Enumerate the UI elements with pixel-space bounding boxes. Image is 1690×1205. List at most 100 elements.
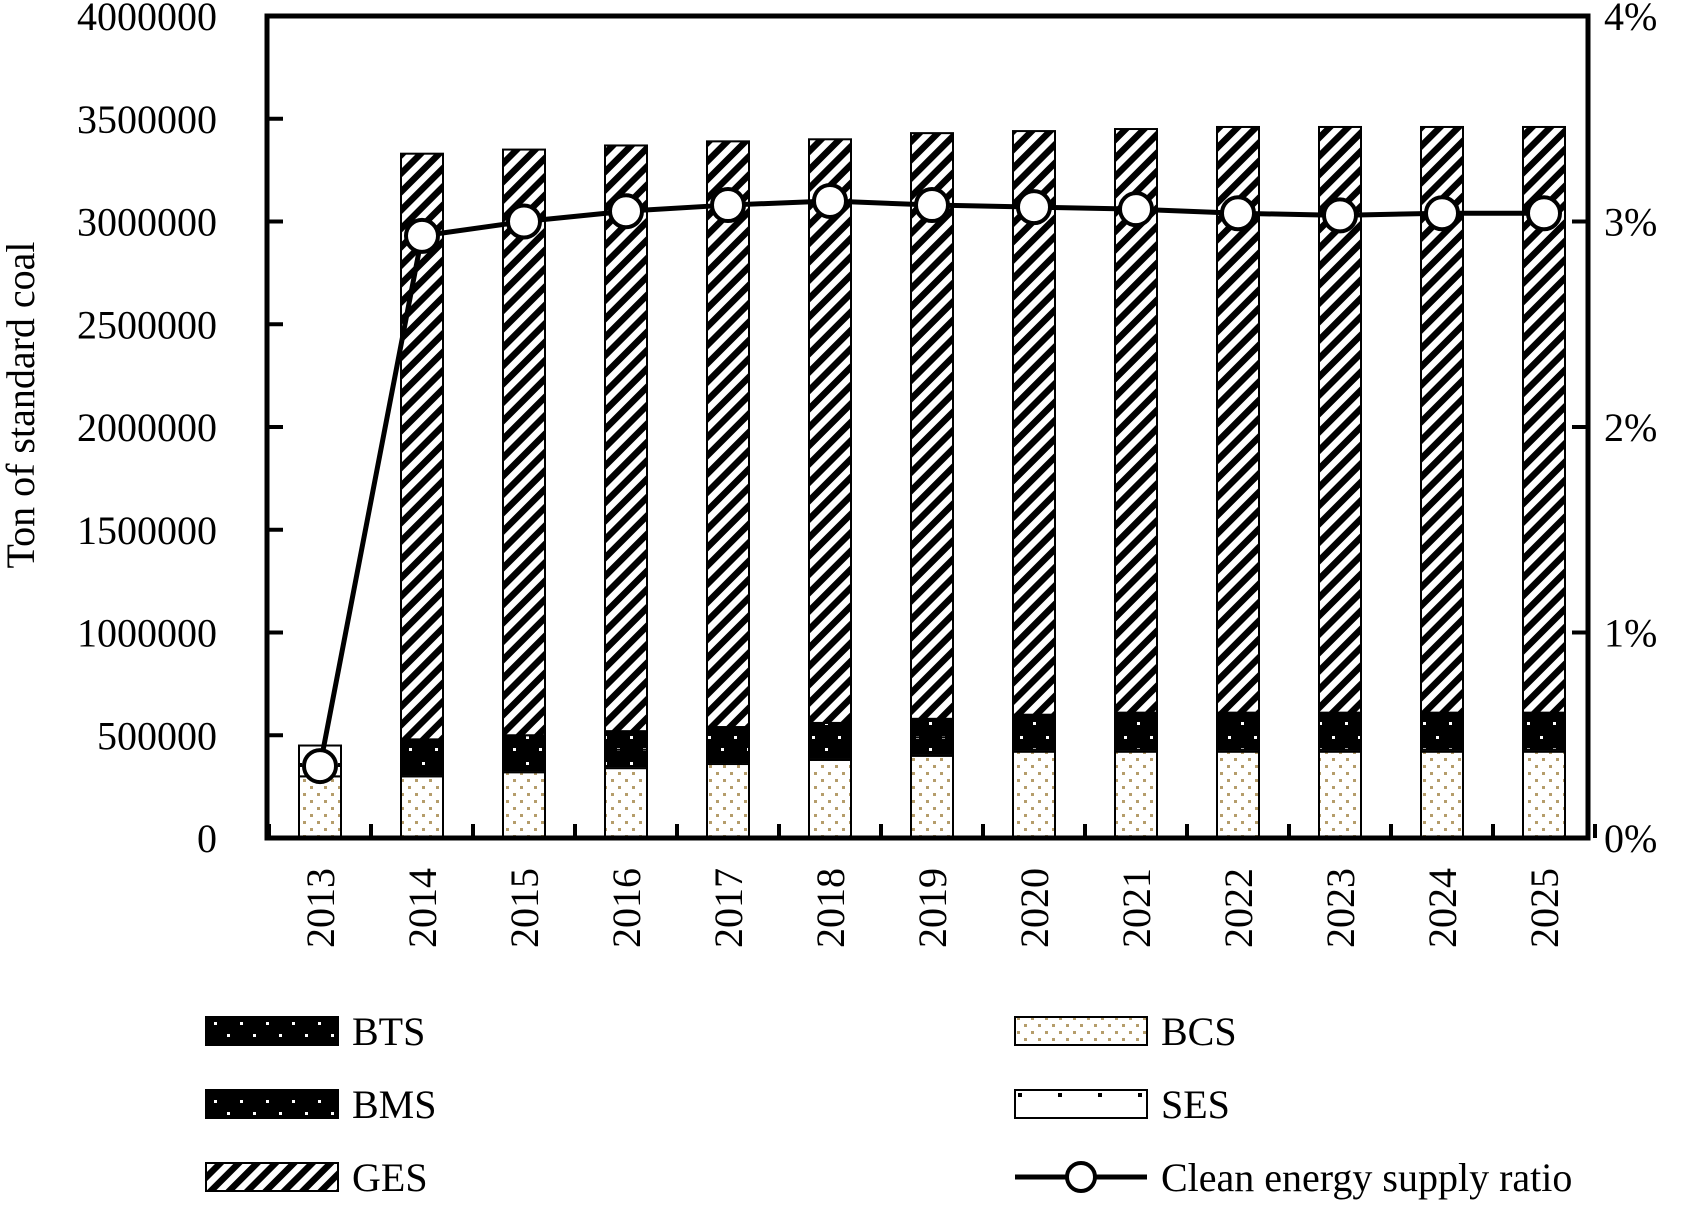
- bar-bms-2020: [1012, 732, 1056, 751]
- legend-item-bts: BTS: [205, 1009, 425, 1054]
- bar-bts-2023: [1318, 711, 1362, 735]
- legend-label: GES: [352, 1155, 428, 1200]
- bar-bcs-2023: [1318, 750, 1362, 839]
- ratio-point-2024: [1424, 195, 1460, 232]
- bar-bcs-2022: [1216, 750, 1260, 839]
- y-tick-label: 1000000: [77, 611, 217, 656]
- ratio-point-2020: [1016, 189, 1052, 226]
- bar-bcs-2024: [1420, 750, 1464, 839]
- axes: 0 500000 1000000 1500000 2000000 2500000 30000…: [77, 0, 1657, 948]
- bar-bcs-2025: [1522, 750, 1566, 839]
- legend-label: SES: [1161, 1082, 1230, 1127]
- y2-tick-label: 3%: [1604, 200, 1657, 245]
- y2-tick-label: 2%: [1604, 405, 1657, 450]
- ratio-point-2018: [812, 182, 848, 219]
- legend-item-ges: GES: [205, 1155, 428, 1200]
- legend-swatch: [205, 1016, 339, 1046]
- y-tick-label: 3000000: [77, 200, 217, 245]
- bar-bcs-2021: [1114, 750, 1158, 839]
- bar-bms-2024: [1420, 732, 1464, 751]
- bar-bts-2017: [706, 726, 750, 747]
- bar-bcs-2016: [604, 767, 648, 840]
- bar-bms-2017: [706, 744, 750, 763]
- bar-ges-2016: [604, 144, 648, 733]
- y2-tick-label: 1%: [1604, 611, 1657, 656]
- legend-label: BCS: [1161, 1009, 1237, 1054]
- legend-swatch-marker: [1065, 1161, 1097, 1193]
- bar-bms-2019: [910, 736, 954, 755]
- bar-bts-2014: [400, 738, 444, 759]
- x-tick-label: 2015: [502, 868, 547, 948]
- x-tick-label: 2016: [604, 868, 649, 948]
- y-tick-label: 2500000: [77, 302, 217, 347]
- bar-bcs-2020: [1012, 750, 1056, 839]
- y-tick-label: 1500000: [77, 508, 217, 553]
- bar-bts-2020: [1012, 713, 1056, 735]
- bar-bms-2018: [808, 740, 852, 759]
- legend-swatch: [1014, 1089, 1148, 1119]
- x-tick-label: 2018: [808, 868, 853, 948]
- ratio-point-2013: [302, 748, 338, 785]
- bar-bcs-2014: [400, 775, 444, 839]
- y-tick-label: 500000: [97, 713, 217, 758]
- legend-item-bms: BMS: [205, 1082, 437, 1127]
- bar-ges-2015: [502, 148, 546, 737]
- bar-ges-2018: [808, 138, 852, 724]
- ratio-line-layer: [302, 182, 1562, 785]
- bar-bcs-2018: [808, 758, 852, 839]
- bar-bms-2022: [1216, 732, 1260, 751]
- ratio-point-2019: [914, 187, 950, 224]
- bar-bms-2015: [502, 752, 546, 772]
- ratio-point-2025: [1526, 195, 1562, 232]
- y-axis-title: Ton of standard coal: [0, 241, 43, 568]
- legend-item-clean-energy-supply-ratio: Clean energy supply ratio: [1015, 1155, 1572, 1200]
- y2-tick-label: 0%: [1604, 816, 1657, 861]
- y-tick-label: 0: [197, 816, 217, 861]
- legend: BTS BCS BMS SES GES Clean energy supply ratio: [205, 1009, 1572, 1200]
- bar-bts-2022: [1216, 711, 1260, 735]
- x-tick-label: 2019: [910, 868, 955, 948]
- legend-swatch: [1014, 1016, 1148, 1046]
- ratio-point-2016: [608, 193, 644, 230]
- bar-ges-2019: [910, 132, 954, 720]
- y2-tick-label: 4%: [1604, 0, 1657, 39]
- ratio-point-2021: [1118, 191, 1154, 228]
- bar-bms-2014: [400, 756, 444, 776]
- x-tick-label: 2020: [1012, 868, 1057, 948]
- ratio-point-2017: [710, 187, 746, 224]
- legend-label: BMS: [352, 1082, 437, 1127]
- y-tick-label: 2000000: [77, 405, 217, 450]
- bar-bms-2016: [604, 748, 648, 768]
- ratio-point-2014: [404, 217, 440, 254]
- bar-bts-2018: [808, 721, 852, 743]
- bar-bms-2025: [1522, 732, 1566, 751]
- ratio-point-2023: [1322, 197, 1358, 234]
- legend-swatch: [205, 1162, 339, 1192]
- x-tick-label: 2023: [1318, 868, 1363, 948]
- legend-label: Clean energy supply ratio: [1161, 1155, 1572, 1200]
- x-tick-label: 2021: [1114, 868, 1159, 948]
- x-tick-label: 2013: [298, 868, 343, 948]
- y-tick-label: 4000000: [77, 0, 217, 39]
- bar-ges-2020: [1012, 130, 1056, 716]
- bar-bcs-2019: [910, 754, 954, 839]
- bar-bts-2015: [502, 734, 546, 755]
- ratio-point-2015: [506, 203, 542, 240]
- x-tick-label: 2025: [1522, 868, 1567, 948]
- legend-label: BTS: [352, 1009, 425, 1054]
- bar-bts-2024: [1420, 711, 1464, 735]
- bar-bts-2019: [910, 717, 954, 739]
- x-tick-label: 2024: [1420, 868, 1465, 948]
- bar-bcs-2013: [298, 775, 342, 839]
- ratio-point-2022: [1220, 195, 1256, 232]
- legend-item-ses: SES: [1014, 1082, 1230, 1127]
- bars-layer: [298, 125, 1566, 840]
- legend-item-bcs: BCS: [1014, 1009, 1237, 1054]
- x-tick-label: 2014: [400, 868, 445, 948]
- bar-bts-2016: [604, 730, 648, 751]
- bar-ges-2017: [706, 140, 750, 729]
- bar-bms-2021: [1114, 732, 1158, 751]
- bar-bms-2023: [1318, 732, 1362, 751]
- bar-bcs-2017: [706, 763, 750, 840]
